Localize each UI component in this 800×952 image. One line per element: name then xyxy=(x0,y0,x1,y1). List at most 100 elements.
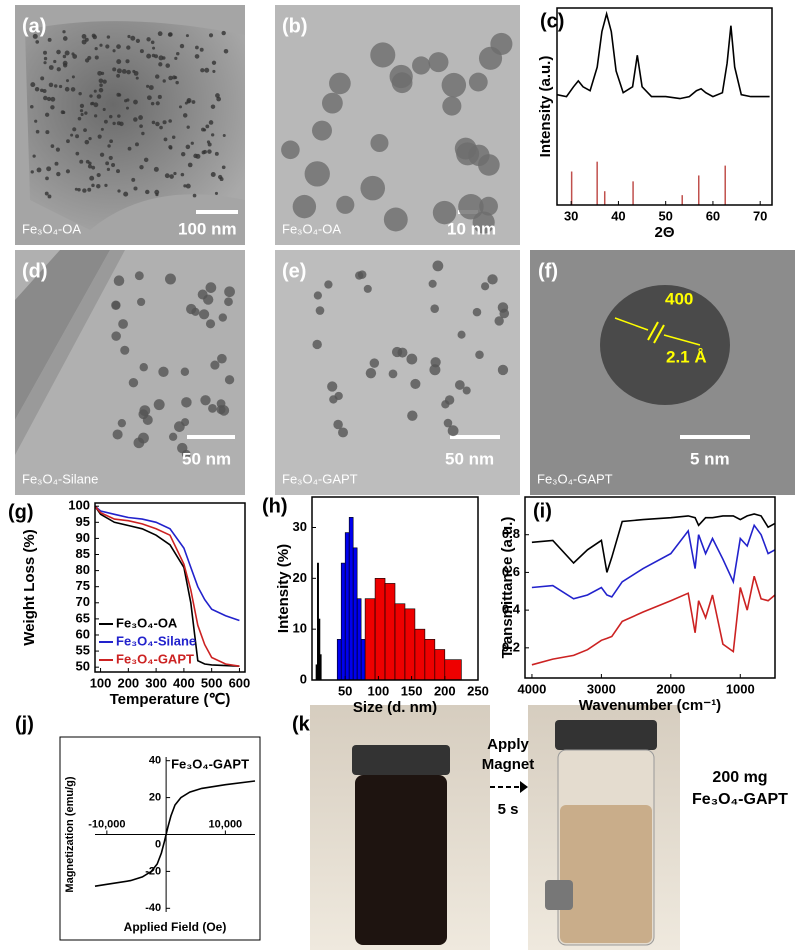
y-axis-label: Intensity (%) xyxy=(275,544,292,633)
particle xyxy=(468,72,488,92)
particle xyxy=(43,95,48,101)
particle xyxy=(494,316,504,326)
plot-frame xyxy=(94,502,246,673)
particle xyxy=(412,56,431,75)
particle xyxy=(406,353,418,365)
particle xyxy=(168,119,172,123)
particle xyxy=(137,297,146,307)
particle xyxy=(117,114,121,118)
line xyxy=(94,505,240,667)
particle xyxy=(48,82,54,88)
particle xyxy=(338,427,348,438)
particle xyxy=(175,80,179,85)
particle xyxy=(118,93,122,97)
particle xyxy=(116,68,122,74)
y-tick-label: 0.4 xyxy=(502,602,521,617)
particle xyxy=(432,200,457,225)
bar xyxy=(336,639,342,681)
particle xyxy=(383,207,408,232)
x-tick-label: 30 xyxy=(564,208,578,223)
particle xyxy=(153,166,159,172)
particle xyxy=(204,67,210,73)
bar xyxy=(319,654,322,681)
particle xyxy=(458,194,484,220)
particle xyxy=(207,149,212,154)
particle xyxy=(50,96,56,102)
particle xyxy=(126,45,131,50)
particle xyxy=(79,109,84,113)
particle xyxy=(169,146,173,150)
particle xyxy=(45,176,49,181)
particle xyxy=(168,32,173,37)
particle xyxy=(146,84,150,88)
particle xyxy=(155,121,160,127)
particle xyxy=(444,395,455,405)
particle xyxy=(88,137,92,141)
particle xyxy=(35,129,40,134)
particle xyxy=(441,72,467,98)
y-axis-label: Magnetization (emu/g) xyxy=(64,776,76,892)
particle xyxy=(370,42,396,68)
particle xyxy=(206,140,211,144)
particle xyxy=(333,419,343,430)
x-tick-label: 70 xyxy=(753,208,767,223)
particle xyxy=(185,34,189,38)
particle xyxy=(281,140,300,160)
particle xyxy=(81,34,87,39)
x-tick-label: 1000 xyxy=(726,681,755,696)
y-tick-label: -20 xyxy=(145,865,161,877)
tem-panel-d: (d) Fe₃O₄-Silane 50 nm xyxy=(15,250,245,495)
particle xyxy=(56,67,61,72)
particle xyxy=(72,127,77,132)
particle xyxy=(315,306,325,315)
y-tick-label: 55 xyxy=(76,643,90,658)
bar xyxy=(394,603,406,681)
x-tick-label: 400 xyxy=(173,675,195,690)
particle xyxy=(430,304,439,313)
particle xyxy=(108,155,113,161)
bar xyxy=(340,562,346,681)
particle xyxy=(99,83,103,87)
particle xyxy=(87,164,92,169)
lattice-fringe xyxy=(653,324,665,344)
particle xyxy=(62,110,66,115)
particle xyxy=(78,91,82,96)
particle xyxy=(85,159,90,164)
particle xyxy=(183,184,187,188)
x-tick-label: 200 xyxy=(117,675,139,690)
y-tick-label: 100 xyxy=(68,498,90,513)
particle xyxy=(219,177,224,182)
x-tick-label: 100 xyxy=(368,683,390,698)
legend-label: Fe₃O₄-OA xyxy=(116,615,178,630)
x-tick-label: 4000 xyxy=(517,681,546,696)
particle xyxy=(185,183,191,189)
particle xyxy=(150,101,155,106)
particle xyxy=(428,279,437,288)
particle xyxy=(203,149,207,154)
particle xyxy=(357,270,367,279)
bar xyxy=(424,639,436,681)
x-tick-label: 50 xyxy=(658,208,672,223)
x-tick-label: 300 xyxy=(145,675,167,690)
particle xyxy=(111,331,121,341)
particle xyxy=(112,121,116,126)
particle xyxy=(139,49,144,54)
particle xyxy=(105,44,110,49)
tem-image xyxy=(275,250,520,495)
legend-label: Fe₃O₄-Silane xyxy=(116,633,196,648)
particle xyxy=(54,161,59,166)
particle xyxy=(499,308,510,319)
particle xyxy=(197,289,208,300)
particle xyxy=(128,378,139,388)
particle xyxy=(89,175,95,181)
particle xyxy=(135,38,141,43)
bar xyxy=(356,598,362,681)
particle xyxy=(195,45,199,50)
caption: Fe₃O₄-OA xyxy=(282,221,341,236)
particle xyxy=(62,63,68,68)
particle xyxy=(179,43,185,49)
y-tick-label: -40 xyxy=(145,902,161,914)
x-tick-label: 40 xyxy=(611,208,625,223)
particle xyxy=(123,191,129,197)
particle xyxy=(211,60,217,65)
